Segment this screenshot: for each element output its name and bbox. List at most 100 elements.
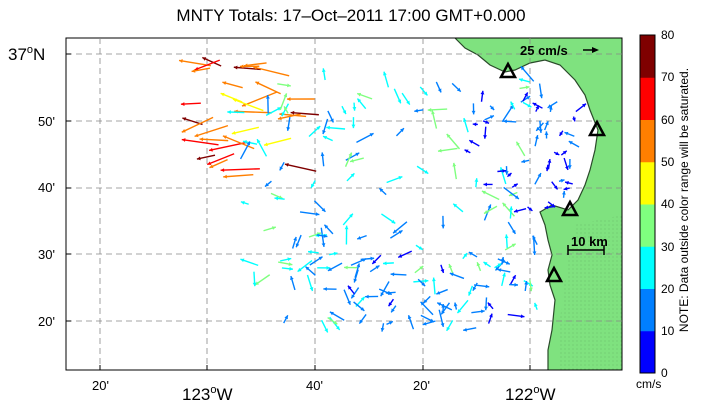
current-vector	[365, 294, 379, 299]
current-vector	[390, 272, 407, 277]
current-vector	[544, 205, 556, 210]
current-vector	[386, 320, 394, 325]
current-vector	[507, 221, 517, 235]
current-vector	[476, 262, 482, 272]
colorbar-swatch-0	[640, 330, 655, 374]
current-vector	[297, 260, 313, 273]
current-vector	[378, 187, 387, 196]
current-vector	[344, 225, 349, 245]
current-vector	[448, 263, 454, 274]
current-vector	[449, 272, 465, 280]
current-vector	[278, 261, 293, 266]
current-vector	[436, 288, 448, 295]
lat-label-40: 40'	[38, 180, 55, 195]
current-vector	[511, 183, 519, 188]
colorbar-swatch-5	[640, 119, 655, 163]
colorbar-tick-40: 40	[661, 197, 675, 211]
current-vector	[353, 269, 359, 283]
colorbar-swatch-2	[640, 246, 655, 289]
current-vector	[483, 204, 492, 221]
lat-label-30: 30'	[38, 247, 55, 262]
colorbar-unit: cm/s	[636, 377, 661, 391]
current-vector	[327, 262, 343, 272]
current-vector	[222, 135, 255, 150]
lon-label-20-left: 20'	[92, 378, 109, 393]
current-vector	[350, 287, 360, 299]
current-vector	[328, 251, 338, 256]
current-vector	[464, 149, 471, 154]
current-vector	[563, 157, 569, 171]
current-vector	[295, 234, 302, 248]
current-vector	[452, 162, 457, 180]
colorbar-tick-60: 60	[661, 113, 675, 127]
current-vector	[563, 186, 570, 191]
current-vector	[515, 141, 526, 157]
current-vector	[535, 122, 544, 132]
current-vector	[320, 319, 329, 333]
current-vector	[356, 132, 374, 144]
current-vector	[264, 180, 272, 188]
current-vector	[417, 278, 426, 287]
current-vector	[558, 178, 565, 183]
current-vector	[415, 244, 423, 251]
current-vector	[446, 320, 454, 332]
saturation-note: NOTE: Data outside color range will be s…	[677, 67, 691, 333]
radar-station-marker	[587, 119, 607, 137]
current-vector	[482, 120, 490, 124]
grid-lines	[66, 38, 622, 370]
current-vector	[232, 98, 264, 112]
current-vector	[299, 211, 320, 216]
current-vector	[534, 134, 539, 147]
current-vector	[451, 82, 462, 93]
map-frame	[65, 37, 623, 371]
current-vector	[510, 101, 516, 110]
current-vector	[263, 137, 292, 147]
colorbar-tick-30: 30	[661, 240, 675, 254]
current-vector	[291, 236, 297, 249]
current-vector	[487, 302, 494, 310]
radar-stations	[498, 61, 607, 283]
current-vector	[521, 159, 530, 164]
current-vector	[223, 173, 254, 179]
current-vector	[356, 234, 367, 240]
current-vector	[487, 313, 493, 324]
current-vector	[562, 190, 566, 198]
current-vector	[305, 266, 316, 276]
current-vector	[356, 92, 373, 100]
current-vector	[524, 280, 529, 292]
lat-label-20: 20'	[38, 314, 55, 329]
current-vector	[239, 64, 260, 69]
current-vector	[395, 127, 405, 137]
current-vector	[519, 85, 530, 90]
current-vector	[522, 101, 532, 108]
current-vector	[206, 153, 235, 166]
current-vector	[527, 206, 533, 212]
current-vector	[437, 147, 458, 153]
scale-bar-label: 10 km	[571, 234, 608, 249]
current-vector	[497, 268, 511, 273]
current-vector	[320, 227, 326, 247]
current-vector	[255, 81, 281, 95]
current-vector	[483, 205, 498, 215]
current-vector	[252, 271, 257, 287]
colorbar-tick-0: 0	[661, 366, 668, 380]
current-vector	[463, 117, 469, 133]
current-vector	[427, 107, 448, 112]
current-vector	[401, 92, 411, 106]
current-vector	[564, 181, 573, 185]
current-vector	[504, 166, 509, 175]
lat-label-50: 50'	[38, 114, 55, 129]
current-vector	[440, 264, 445, 274]
current-vector	[544, 131, 549, 139]
current-vector	[290, 275, 296, 291]
current-vector	[322, 135, 333, 142]
current-vector	[180, 102, 201, 106]
current-vector	[452, 203, 464, 213]
radar-station-marker	[560, 199, 580, 217]
current-vector	[497, 258, 511, 265]
current-vector	[253, 66, 290, 77]
current-vector	[241, 91, 277, 107]
current-vector	[438, 309, 445, 328]
current-vector	[471, 309, 485, 314]
